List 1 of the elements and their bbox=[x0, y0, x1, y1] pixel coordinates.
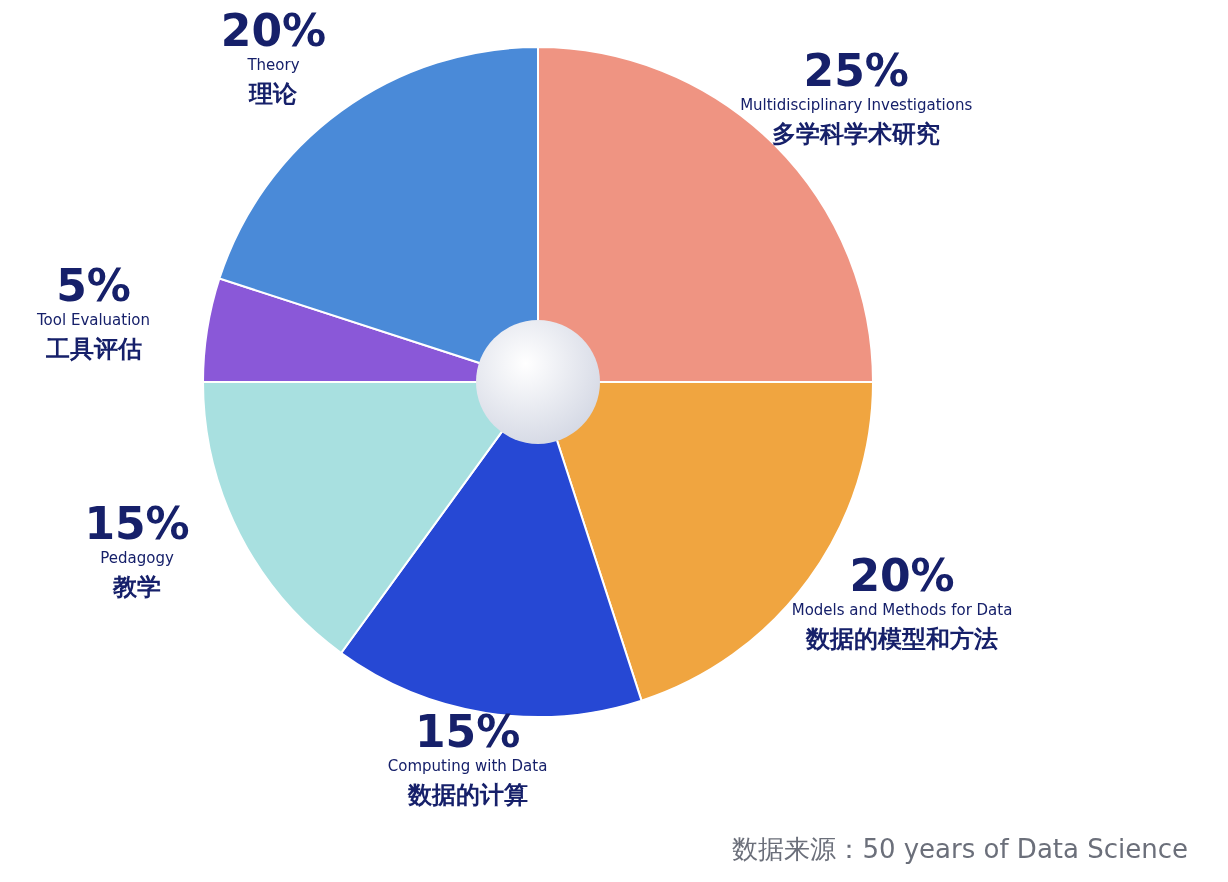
annotation: 数据来源：50 years of Data Science bbox=[732, 834, 1188, 864]
